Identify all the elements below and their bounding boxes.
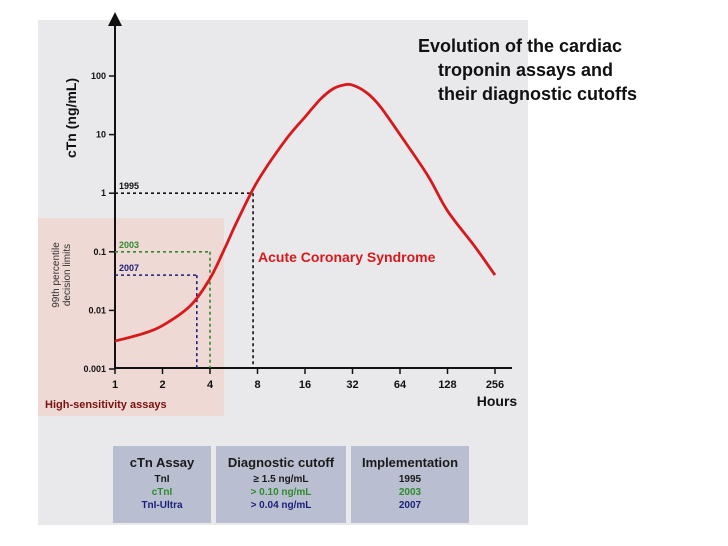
y-tick-label: 100	[91, 71, 106, 81]
y-side-label-1: 99th percentile	[51, 242, 62, 308]
y-tick-label: 0.01	[88, 305, 106, 315]
y-side-label-2: decision limits	[62, 244, 73, 306]
table-header: Diagnostic cutoff	[227, 455, 335, 470]
acs-series-label: Acute Coronary Syndrome	[258, 249, 436, 265]
acs-curve	[114, 82, 497, 343]
x-tick-label: 256	[486, 379, 504, 391]
table-cell: 2003	[398, 487, 422, 498]
cutoff-year-label: 2003	[119, 240, 139, 250]
cutoff-year-label: 2007	[119, 263, 139, 273]
assay-table: cTn Assay TnI cTnI TnI-Ultra Diagnostic …	[113, 446, 469, 523]
slide-title-line-2: troponin assays and	[438, 60, 614, 80]
table-cell: TnI-Ultra	[141, 500, 183, 511]
x-axis-label: Hours	[477, 393, 518, 409]
y-tick-label: 10	[96, 130, 106, 140]
table-cell: > 0.10 ng/mL	[250, 487, 312, 498]
table-cell: > 0.04 ng/mL	[250, 500, 312, 511]
table-col-assay: cTn Assay TnI cTnI TnI-Ultra	[113, 446, 211, 523]
table-cell: TnI	[154, 474, 170, 485]
slide-title-line-3: their diagnostic cutoffs	[438, 84, 638, 104]
table-header: Implementation	[361, 455, 459, 470]
x-tick-label: 32	[346, 379, 358, 391]
x-tick-label: 8	[254, 379, 260, 391]
x-tick-label: 16	[299, 379, 311, 391]
table-col-cutoff: Diagnostic cutoff ≥ 1.5 ng/mL > 0.10 ng/…	[216, 446, 346, 523]
cutoff-year-label: 1995	[119, 181, 139, 191]
table-header: cTn Assay	[129, 455, 195, 470]
table-cell: ≥ 1.5 ng/mL	[253, 474, 309, 485]
x-tick-label: 1	[112, 379, 118, 391]
hs-assays-label: High-sensitivity assays	[45, 399, 167, 411]
y-axis-label: cTn (ng/mL)	[63, 78, 79, 158]
table-cell: 1995	[398, 474, 422, 485]
table-col-implementation: Implementation 1995 2003 2007	[351, 446, 469, 523]
y-axis-arrow	[108, 12, 122, 26]
x-tick-label: 128	[438, 379, 456, 391]
slide-title-line-1: Evolution of the cardiac	[418, 36, 623, 56]
y-tick-label: 0.1	[93, 247, 106, 257]
slide-title: Evolution of the cardiac troponin assays…	[418, 34, 718, 106]
table-cell: cTnI	[151, 487, 173, 498]
x-tick-label: 4	[207, 379, 214, 391]
x-tick-label: 2	[159, 379, 165, 391]
x-tick-label: 64	[394, 379, 407, 391]
y-tick-label: 0.001	[83, 364, 106, 374]
y-tick-label: 1	[101, 188, 106, 198]
table-cell: 2007	[398, 500, 422, 511]
